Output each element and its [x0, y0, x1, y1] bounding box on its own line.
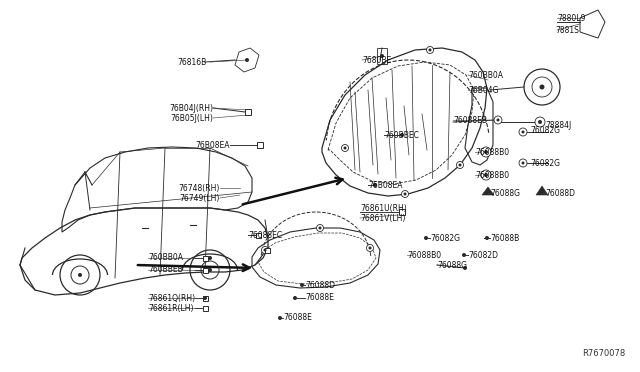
Circle shape	[317, 224, 323, 231]
Text: 76088D: 76088D	[545, 189, 575, 198]
Circle shape	[278, 316, 282, 320]
Circle shape	[462, 253, 466, 257]
Text: 76082D: 76082D	[468, 250, 498, 260]
Bar	[202, 295, 207, 301]
Text: 7880L9: 7880L9	[557, 13, 586, 22]
Text: 76B04J(RH): 76B04J(RH)	[169, 103, 213, 112]
Text: 7680BE: 7680BE	[362, 55, 391, 64]
Circle shape	[424, 236, 428, 240]
Text: 76088B0: 76088B0	[475, 148, 509, 157]
Text: 7881S: 7881S	[555, 26, 579, 35]
Text: R7670078: R7670078	[582, 349, 625, 358]
Circle shape	[522, 131, 525, 134]
Text: 760BB0A: 760BB0A	[148, 253, 183, 263]
Circle shape	[300, 283, 304, 287]
Polygon shape	[536, 186, 548, 195]
Text: 76861Q(RH): 76861Q(RH)	[148, 294, 195, 302]
Circle shape	[369, 247, 371, 250]
Circle shape	[485, 236, 489, 240]
Circle shape	[456, 161, 463, 169]
Circle shape	[400, 133, 404, 137]
Circle shape	[481, 147, 491, 157]
Text: 76861V(LH): 76861V(LH)	[360, 214, 405, 222]
Polygon shape	[482, 187, 494, 195]
Text: 76088B: 76088B	[490, 234, 519, 243]
Circle shape	[535, 117, 545, 127]
Text: 78884J: 78884J	[545, 121, 572, 129]
Circle shape	[401, 190, 408, 198]
Text: 76749(LH): 76749(LH)	[180, 193, 220, 202]
Text: 76088EC: 76088EC	[248, 231, 282, 240]
Circle shape	[519, 128, 527, 136]
Circle shape	[522, 161, 525, 164]
Text: 76088B0: 76088B0	[407, 250, 441, 260]
Text: 76088E: 76088E	[305, 294, 334, 302]
Text: 76861R(LH): 76861R(LH)	[148, 304, 193, 312]
Bar	[257, 142, 263, 148]
Bar	[202, 267, 207, 273]
Circle shape	[463, 266, 467, 270]
Text: 76B05J(LH): 76B05J(LH)	[170, 113, 213, 122]
Circle shape	[380, 54, 384, 58]
Circle shape	[519, 159, 527, 167]
Circle shape	[426, 46, 433, 54]
Bar	[266, 247, 271, 253]
Circle shape	[208, 256, 212, 260]
Text: 76B08EA: 76B08EA	[368, 180, 403, 189]
Circle shape	[484, 150, 488, 154]
Circle shape	[264, 248, 266, 251]
Bar	[255, 232, 260, 237]
Bar	[202, 256, 207, 260]
Circle shape	[245, 58, 249, 62]
Circle shape	[481, 170, 491, 180]
Text: 76082G: 76082G	[430, 234, 460, 243]
Text: 760BBEC: 760BBEC	[384, 131, 419, 140]
Bar	[245, 109, 251, 115]
Circle shape	[540, 84, 545, 90]
Circle shape	[293, 296, 297, 300]
Text: 76088D: 76088D	[305, 280, 335, 289]
Text: 76816B: 76816B	[178, 58, 207, 67]
Circle shape	[494, 116, 502, 124]
Circle shape	[484, 173, 488, 177]
Text: 76088G: 76088G	[490, 189, 520, 198]
Text: 76088G: 76088G	[437, 260, 467, 269]
Circle shape	[367, 244, 374, 251]
Circle shape	[538, 120, 542, 124]
Text: 76082G: 76082G	[530, 158, 560, 167]
Text: 76088B0: 76088B0	[475, 170, 509, 180]
Circle shape	[203, 296, 207, 300]
Circle shape	[373, 183, 377, 187]
Text: 76B04G: 76B04G	[468, 86, 499, 94]
Text: 76B08EA: 76B08EA	[195, 141, 230, 150]
Bar	[399, 209, 405, 215]
Circle shape	[344, 147, 346, 150]
Circle shape	[458, 164, 461, 167]
Text: 76088E: 76088E	[283, 314, 312, 323]
Text: 76861U(RH): 76861U(RH)	[360, 203, 407, 212]
Text: 760BB0A: 760BB0A	[468, 71, 503, 80]
Bar	[202, 305, 207, 311]
Circle shape	[78, 273, 82, 277]
Circle shape	[319, 227, 321, 230]
Circle shape	[497, 119, 499, 122]
Circle shape	[429, 48, 431, 51]
Circle shape	[262, 247, 269, 253]
Circle shape	[208, 268, 212, 272]
Text: 76088EB: 76088EB	[453, 115, 487, 125]
Text: 76748(RH): 76748(RH)	[179, 183, 220, 192]
Text: 76082G: 76082G	[530, 125, 560, 135]
Circle shape	[342, 144, 349, 151]
Circle shape	[403, 192, 406, 196]
Text: 760BBEB: 760BBEB	[148, 266, 183, 275]
